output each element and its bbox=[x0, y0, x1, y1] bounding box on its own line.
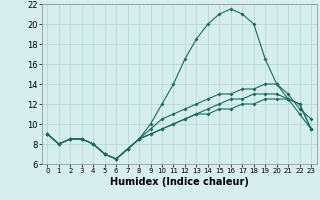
X-axis label: Humidex (Indice chaleur): Humidex (Indice chaleur) bbox=[110, 177, 249, 187]
